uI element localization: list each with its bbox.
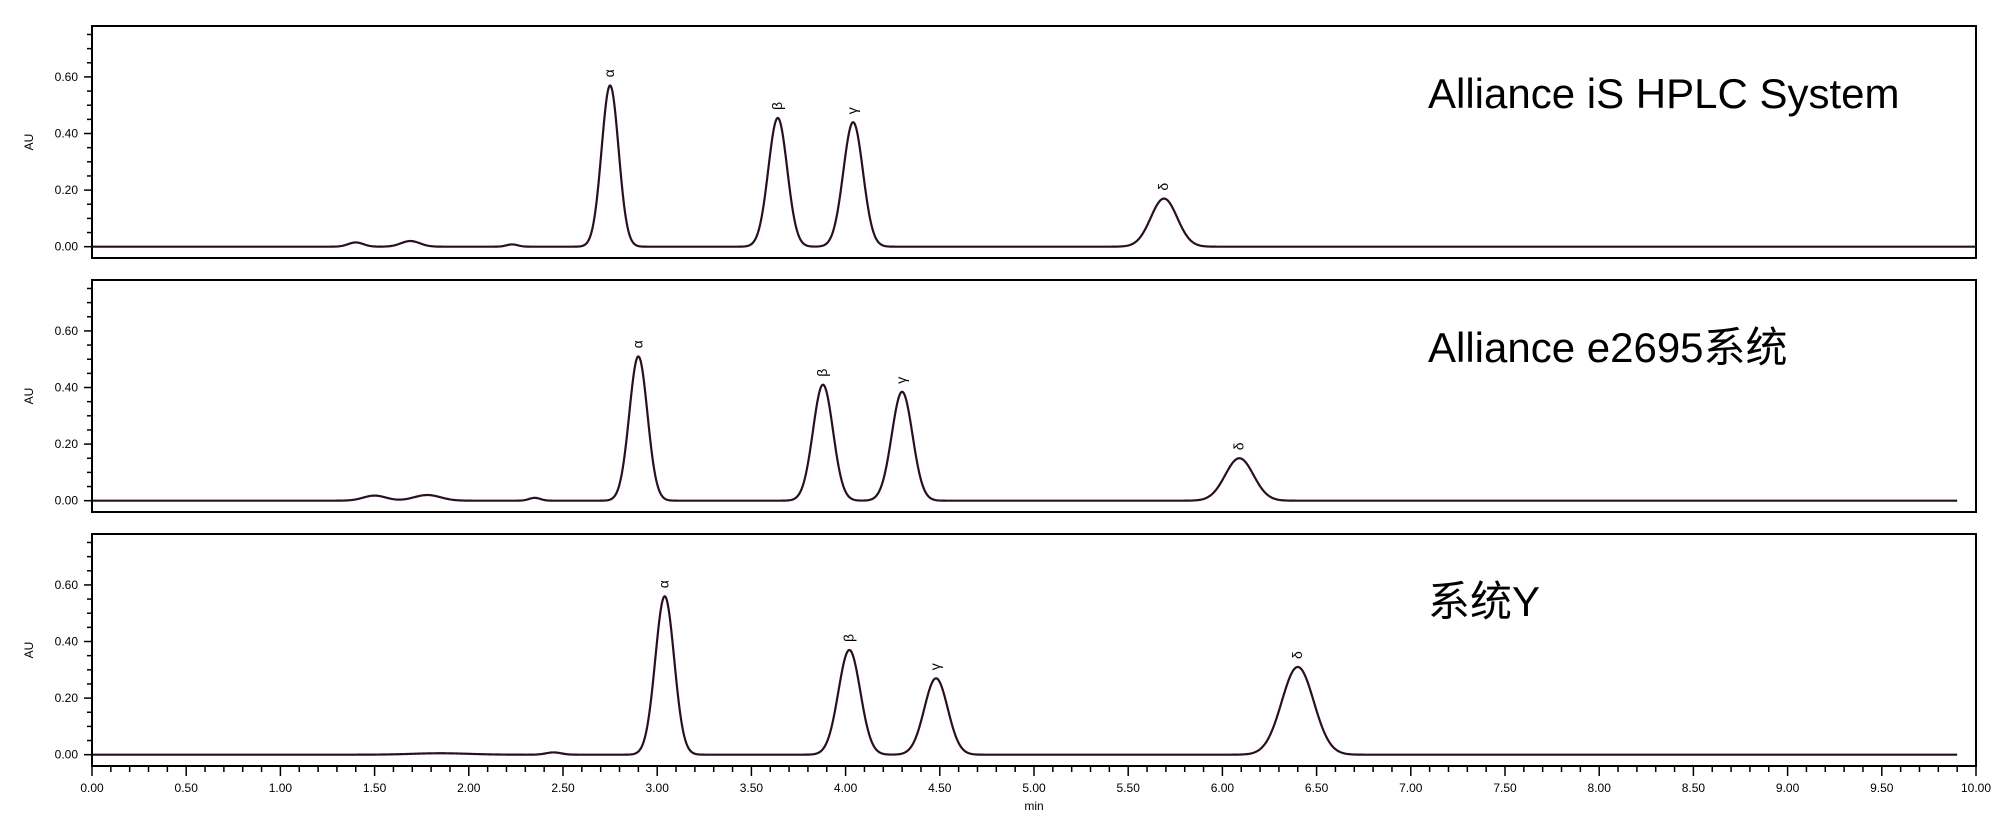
- peak-label: β: [840, 634, 856, 642]
- x-tick-label: 2.50: [551, 781, 575, 795]
- x-tick-label: 7.00: [1399, 781, 1423, 795]
- panel-title: Alliance e2695系统: [1428, 324, 1788, 371]
- y-tick-label: 0.40: [55, 381, 79, 395]
- chromatogram-trace: [91, 595, 1958, 756]
- y-tick-label: 0.00: [55, 494, 79, 508]
- peak-label: γ: [927, 663, 943, 670]
- peak-label: γ: [844, 107, 860, 114]
- y-axis-label: AU: [22, 388, 36, 405]
- chart-panel-2: 0.00 0.20 0.40 0.60 AU α β γ δ Alliance e2695系统: [22, 279, 1977, 513]
- y-tick-label: 0.60: [55, 70, 79, 84]
- x-axis-label: min: [1024, 799, 1043, 813]
- peak-label: β: [814, 369, 830, 377]
- x-tick-label: 10.00: [1961, 781, 1991, 795]
- y-tick-label: 0.20: [55, 437, 79, 451]
- y-tick-label: 0.40: [55, 127, 79, 141]
- y-tick-label: 0.60: [55, 578, 79, 592]
- peak-label: α: [656, 580, 672, 588]
- chart-panel-1: 0.00 0.20 0.40 0.60 AU α β γ δ Alliance iS HPLC S…: [22, 25, 1977, 259]
- chromatogram-trace: [91, 355, 1958, 502]
- x-tick-label: 9.00: [1776, 781, 1800, 795]
- x-tick-label: 1.00: [269, 781, 293, 795]
- x-tick-label: 5.50: [1117, 781, 1141, 795]
- y-tick-label: 0.00: [55, 748, 79, 762]
- x-tick-label: 8.00: [1588, 781, 1612, 795]
- x-tick-label: 0.50: [175, 781, 199, 795]
- x-tick-label: 6.00: [1211, 781, 1235, 795]
- y-tick-label: 0.20: [55, 183, 79, 197]
- x-tick-label: 3.00: [646, 781, 670, 795]
- peak-label: δ: [1289, 651, 1305, 659]
- y-tick-label: 0.00: [55, 240, 79, 254]
- x-tick-label: 5.00: [1022, 781, 1046, 795]
- peak-label: α: [601, 69, 617, 77]
- x-tick-label: 7.50: [1493, 781, 1517, 795]
- peak-label: δ: [1230, 442, 1246, 450]
- y-tick-label: 0.60: [55, 324, 79, 338]
- panel-title: 系统Y: [1428, 578, 1540, 625]
- y-tick-label: 0.40: [55, 635, 79, 649]
- peak-label: δ: [1155, 183, 1171, 191]
- plot-frame: [91, 533, 1977, 767]
- chart-panel-3: 0.00 0.20 0.40 0.60 AU α β γ δ 系统Y 0.00 0.50 1.00 1.5…: [22, 533, 1991, 813]
- peak-label: α: [629, 340, 645, 348]
- peak-label: γ: [893, 377, 909, 384]
- x-tick-label: 2.00: [457, 781, 481, 795]
- y-axis-label: AU: [22, 642, 36, 659]
- x-tick-label: 9.50: [1870, 781, 1894, 795]
- plot-frame: [91, 279, 1977, 513]
- plot-frame: [91, 25, 1977, 259]
- x-tick-label: 1.50: [363, 781, 387, 795]
- chromatogram-trace: [91, 84, 1977, 248]
- x-tick-label: 8.50: [1682, 781, 1706, 795]
- x-tick-label: 4.00: [834, 781, 858, 795]
- x-tick-label: 4.50: [928, 781, 952, 795]
- x-tick-label: 6.50: [1305, 781, 1329, 795]
- panel-title: Alliance iS HPLC System: [1428, 70, 1900, 117]
- peak-label: β: [769, 102, 785, 110]
- y-axis-label: AU: [22, 134, 36, 151]
- x-tick-label: 3.50: [740, 781, 764, 795]
- x-tick-label: 0.00: [80, 781, 104, 795]
- y-tick-label: 0.20: [55, 691, 79, 705]
